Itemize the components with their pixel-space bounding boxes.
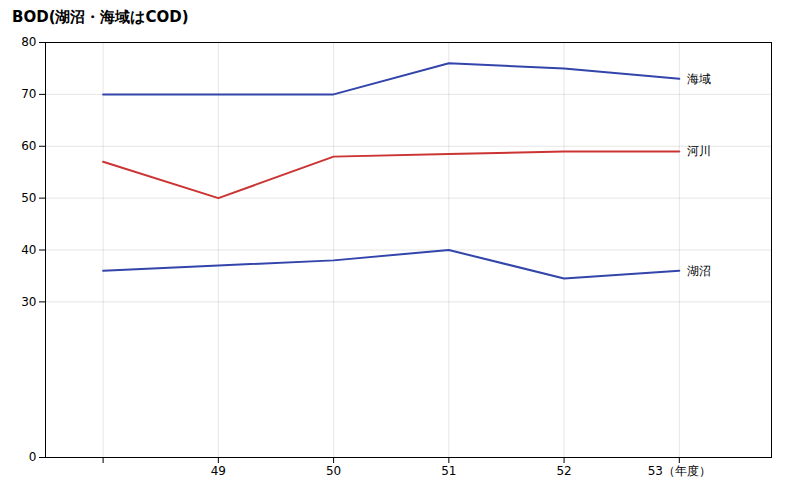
svg-text:30: 30 [21,295,36,309]
svg-text:湖沼: 湖沼 [687,264,711,278]
svg-text:53（年度）: 53（年度） [648,464,711,478]
svg-text:50: 50 [326,464,341,478]
svg-text:80: 80 [21,35,36,49]
svg-text:河川: 河川 [687,144,711,158]
svg-text:0: 0 [29,450,37,464]
svg-text:51: 51 [441,464,456,478]
svg-text:海域: 海域 [687,72,711,86]
svg-text:49: 49 [211,464,226,478]
svg-text:52: 52 [556,464,571,478]
svg-text:50: 50 [21,191,36,205]
svg-text:70: 70 [21,87,36,101]
html-text:BOD(湖沼・海域はCOD): BOD(湖沼・海域はCOD) [12,8,189,26]
svg-text:60: 60 [21,139,36,153]
svg-text:40: 40 [21,243,36,257]
